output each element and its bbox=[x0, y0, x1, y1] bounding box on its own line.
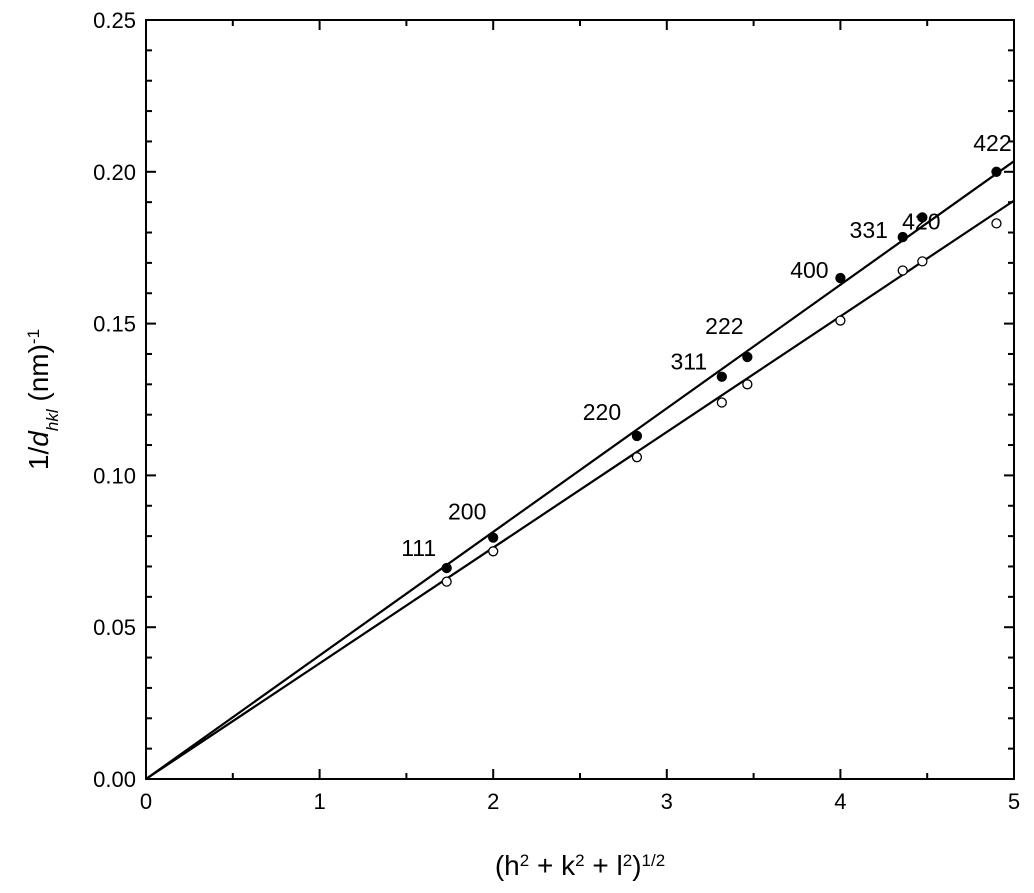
data-point bbox=[488, 546, 499, 557]
data-point bbox=[835, 272, 846, 284]
x-tick-label: 5 bbox=[1008, 789, 1020, 814]
data-point bbox=[742, 351, 753, 363]
point-label: 400 bbox=[790, 257, 828, 283]
y-tick-label: 0.20 bbox=[93, 160, 136, 185]
y-tick-label: 0.05 bbox=[93, 615, 136, 640]
y-axis-label: 1/dhkl (nm)-1 bbox=[23, 329, 62, 470]
data-point bbox=[441, 576, 452, 587]
point-label: 220 bbox=[583, 399, 621, 425]
x-axis-label-part: (h bbox=[495, 850, 520, 881]
x-tick-label: 2 bbox=[487, 789, 499, 814]
point-label: 422 bbox=[973, 130, 1011, 156]
y-tick-label: 0.15 bbox=[93, 312, 136, 337]
x-axis-label: (h2 + k2 + l2)1/2 bbox=[495, 850, 665, 881]
data-point bbox=[835, 315, 846, 326]
data-point bbox=[631, 430, 643, 442]
y-tick-label: 0.25 bbox=[93, 8, 136, 33]
x-axis-label-part: 1/2 bbox=[642, 851, 666, 870]
point-label: 311 bbox=[670, 349, 707, 375]
x-axis-label-part: + k bbox=[529, 850, 576, 881]
x-axis-label-part: + l bbox=[585, 850, 623, 881]
data-point bbox=[917, 256, 928, 267]
y-axis-label-part: (nm) bbox=[23, 344, 54, 409]
data-point bbox=[631, 452, 643, 463]
data-point bbox=[716, 371, 727, 382]
data-point bbox=[991, 166, 1002, 177]
plot-frame bbox=[145, 19, 1015, 780]
data-point bbox=[716, 397, 727, 408]
y-axis-label-part: -1 bbox=[24, 329, 43, 344]
data-point bbox=[991, 218, 1002, 229]
y-axis-label-part: 1/ bbox=[23, 446, 54, 470]
data-point bbox=[441, 562, 452, 574]
y-axis-label-part: d bbox=[23, 430, 54, 447]
point-label: 222 bbox=[705, 313, 743, 339]
x-axis-label-part: 2 bbox=[623, 851, 632, 870]
data-point bbox=[897, 231, 908, 243]
y-axis-label-part: hkl bbox=[43, 408, 62, 431]
data-point bbox=[742, 379, 753, 390]
x-axis-label-part: 2 bbox=[520, 851, 529, 870]
x-tick-label: 1 bbox=[313, 789, 325, 814]
data-point bbox=[897, 265, 908, 276]
y-tick-label: 0.00 bbox=[93, 767, 136, 792]
x-axis-label-part: 2 bbox=[575, 851, 584, 870]
fit-line bbox=[145, 199, 1015, 780]
point-label: 331 bbox=[850, 217, 888, 243]
x-tick-label: 4 bbox=[834, 789, 846, 814]
x-axis-label-part: ) bbox=[632, 850, 641, 881]
data-point bbox=[917, 212, 928, 223]
data-point bbox=[488, 532, 499, 543]
x-tick-label: 3 bbox=[661, 789, 673, 814]
x-tick-label: 0 bbox=[140, 789, 152, 814]
point-label: 200 bbox=[448, 499, 486, 525]
point-label: 420 bbox=[902, 208, 940, 234]
y-tick-label: 0.10 bbox=[93, 463, 136, 488]
fit-line bbox=[145, 160, 1015, 780]
point-label: 111 bbox=[401, 535, 436, 561]
